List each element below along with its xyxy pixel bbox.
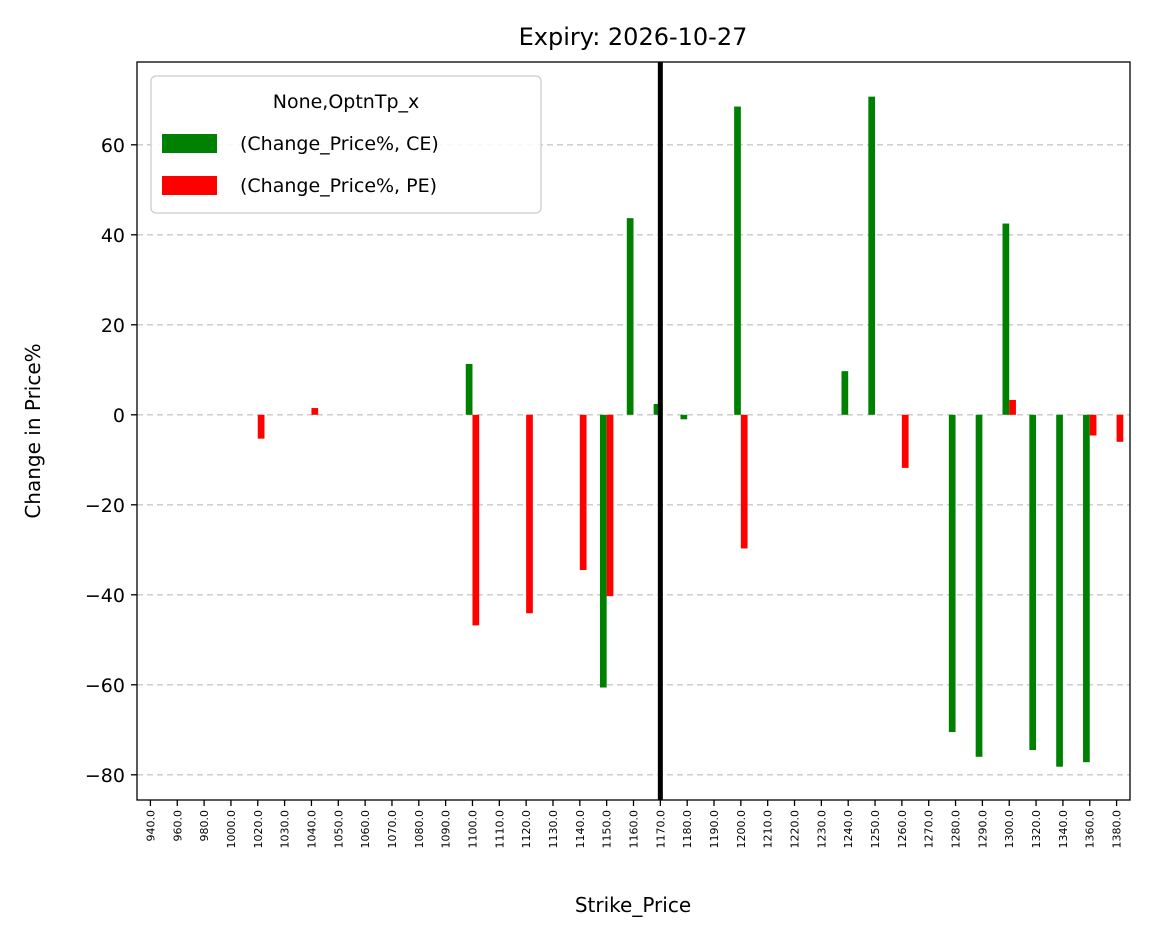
- bar: [1056, 414, 1063, 767]
- x-tick-label: 1000.0: [225, 810, 238, 849]
- y-tick-label: −80: [85, 765, 125, 787]
- x-tick-label: 1250.0: [869, 810, 882, 849]
- bar: [257, 414, 265, 439]
- y-tick-label: 60: [101, 135, 125, 157]
- legend-label: (Change_Price%, CE): [240, 133, 439, 155]
- x-tick-label: 1160.0: [628, 810, 641, 849]
- x-tick-label: 1220.0: [789, 810, 802, 849]
- bar: [472, 414, 480, 626]
- x-tick-label: 1050.0: [332, 810, 345, 849]
- x-tick-label: 1340.0: [1057, 810, 1070, 849]
- plot-frame: [136, 61, 1131, 801]
- x-tick-label: 1290.0: [976, 810, 989, 849]
- bar: [1116, 414, 1124, 442]
- bar: [311, 408, 319, 415]
- bar: [626, 218, 634, 415]
- x-tick-label: 1080.0: [413, 810, 426, 849]
- bar: [868, 96, 876, 415]
- bar: [734, 106, 741, 415]
- y-axis-label: Change in Price%: [21, 343, 45, 518]
- bar: [579, 414, 587, 571]
- bar: [599, 414, 607, 688]
- chart-title: Expiry: 2026-10-27: [519, 23, 748, 51]
- x-tick-label: 1060.0: [359, 810, 372, 849]
- x-tick-label: 1190.0: [708, 810, 721, 849]
- legend: None,OptnTp_x (Change_Price%, CE) (Change_…: [150, 75, 542, 214]
- x-tick-label: 1210.0: [762, 810, 775, 849]
- bar: [901, 414, 909, 468]
- y-tick-label: 40: [101, 225, 125, 247]
- legend-box: [150, 75, 542, 214]
- x-tick-label: 1270.0: [923, 810, 936, 849]
- x-tick-label: 1140.0: [574, 810, 587, 849]
- x-tick-label: 960.0: [171, 810, 184, 842]
- bar: [653, 404, 661, 415]
- x-tick-label: 1200.0: [735, 810, 748, 849]
- x-tick-label: 1070.0: [386, 810, 399, 849]
- bar: [1089, 414, 1097, 436]
- x-tick-label: 1240.0: [842, 810, 855, 849]
- bar: [975, 414, 983, 757]
- legend-label: (Change_Price%, PE): [240, 175, 437, 197]
- y-tick-label: −40: [85, 585, 125, 607]
- y-tick-label: 0: [113, 405, 125, 427]
- bar: [1029, 414, 1037, 751]
- y-tick-label: 20: [101, 315, 125, 337]
- x-tick-label: 1260.0: [896, 810, 909, 849]
- legend-title: None,OptnTp_x: [273, 91, 420, 113]
- bar: [1083, 414, 1090, 763]
- x-tick-label: 1300.0: [1003, 810, 1016, 849]
- x-tick-label: 1100.0: [466, 810, 479, 849]
- x-axis-label: Strike_Price: [575, 893, 691, 917]
- x-tick-label: 1380.0: [1111, 810, 1124, 849]
- bar: [1009, 399, 1016, 415]
- bar: [948, 414, 956, 733]
- bar: [740, 414, 748, 549]
- x-tick-label: 1320.0: [1030, 810, 1043, 849]
- x-tick-label: 1130.0: [547, 810, 560, 849]
- x-tick-label: 1180.0: [681, 810, 694, 849]
- bar: [606, 414, 614, 597]
- bar: [680, 414, 688, 420]
- x-tick-label: 1170.0: [654, 810, 667, 849]
- x-tick-label: 1360.0: [1084, 810, 1097, 849]
- bar: [465, 363, 473, 415]
- x-tick-label: 1150.0: [601, 810, 614, 849]
- bar: [1002, 223, 1010, 415]
- legend-swatch: [162, 134, 217, 153]
- bar: [526, 414, 533, 614]
- x-tick-label: 1090.0: [440, 810, 453, 849]
- x-tick-label: 1120.0: [520, 810, 533, 849]
- x-tick-label: 1020.0: [252, 810, 265, 849]
- y-tick-label: −20: [85, 495, 125, 517]
- y-tick-label: −60: [85, 675, 125, 697]
- bar: [841, 371, 849, 415]
- x-tick-label: 980.0: [198, 810, 211, 842]
- x-tick-label: 1230.0: [815, 810, 828, 849]
- x-tick-label: 1110.0: [493, 810, 506, 849]
- x-tick-label: 940.0: [144, 810, 157, 842]
- x-tick-label: 1280.0: [950, 810, 963, 849]
- legend-swatch: [162, 176, 217, 195]
- x-tick-label: 1040.0: [305, 810, 318, 849]
- x-tick-label: 1030.0: [279, 810, 292, 849]
